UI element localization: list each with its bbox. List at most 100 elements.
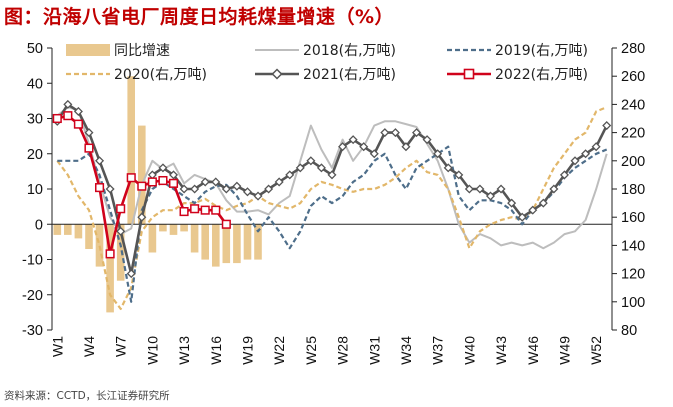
series-point (179, 184, 189, 194)
right-tick-label: 280 (621, 41, 645, 57)
series-point (306, 156, 316, 166)
bar-18-9 (148, 224, 157, 253)
left-tick-label: 20 (27, 147, 43, 163)
series-point (485, 191, 496, 201)
legend-item: 2022(右,万吨) (447, 67, 588, 83)
legend-marker (463, 68, 475, 80)
series-point (168, 170, 179, 180)
legend-item: 2020(右,万吨) (66, 67, 207, 83)
series-point (211, 177, 221, 187)
right-tick-label: 120 (621, 267, 645, 283)
source-note: 资料来源：CCTD，长江证券研究所 (4, 390, 170, 402)
x-tick-label: W1 (49, 336, 65, 357)
bar-18-15 (212, 224, 220, 267)
left-tick-label: -30 (22, 323, 43, 339)
right-tick-label: 80 (621, 323, 637, 339)
bar-18-6 (116, 224, 125, 281)
bar-18-7 (127, 76, 135, 225)
legend-item: 2019(右,万吨) (447, 43, 588, 59)
x-tick-label: W37 (430, 336, 446, 365)
series-point (464, 184, 474, 194)
series-point (116, 226, 126, 236)
series-point (264, 184, 274, 194)
right-tick-label: 100 (621, 295, 645, 311)
series-point (95, 156, 105, 166)
left-tick-label: -20 (22, 288, 43, 304)
x-tick-label: W52 (588, 336, 604, 365)
series-point (137, 212, 147, 222)
right-tick-label: 260 (621, 69, 645, 85)
bar-18-14 (201, 224, 209, 260)
legend-label: 2019(右,万吨) (495, 43, 588, 59)
legend-marker (271, 68, 283, 80)
x-tick-label: W10 (144, 336, 160, 365)
right-tick-label: 140 (621, 238, 645, 254)
legend-label: 2021(右,万吨) (303, 67, 396, 83)
bar-18-0 (53, 224, 62, 235)
legend-item: 同比增速 (66, 43, 170, 59)
lines-layer (52, 99, 612, 310)
legend-item: 2018(右,万吨) (255, 43, 396, 59)
series-point (63, 111, 73, 121)
x-tick-label: W25 (303, 336, 319, 365)
bar-18-11 (169, 224, 178, 235)
series-point (295, 163, 305, 173)
left-tick-label: 30 (27, 112, 43, 128)
series-line (57, 145, 608, 303)
bar-18-12 (180, 224, 188, 232)
x-tick-label: W34 (398, 336, 414, 365)
series-point (338, 142, 348, 152)
x-tick-label: W28 (335, 336, 351, 365)
bar-18-8 (138, 125, 146, 225)
series-point (538, 198, 548, 208)
series-point (73, 119, 83, 129)
bar-18-2 (74, 224, 83, 239)
series-point (253, 191, 263, 201)
bar-18-10 (159, 224, 167, 232)
series-point (221, 184, 231, 194)
series-point (549, 184, 559, 194)
series-point (316, 163, 326, 173)
series-point (348, 135, 358, 145)
legend-item: 2021(右,万吨) (255, 67, 396, 83)
series-point (158, 163, 168, 173)
series-line (56, 106, 608, 250)
series-point (454, 170, 464, 180)
legend-label: 2022(右,万吨) (495, 67, 588, 83)
legend-label: 同比增速 (114, 43, 170, 59)
series-point (475, 184, 485, 194)
series-point (327, 170, 337, 180)
right-tick-label: 220 (621, 126, 645, 142)
series-point (84, 128, 94, 138)
series-point (190, 204, 200, 214)
series-point (179, 207, 189, 217)
series-point (63, 99, 73, 109)
series-point (602, 121, 612, 131)
bar-18-1 (64, 224, 72, 235)
bars-layer (53, 76, 262, 313)
series-point (105, 184, 115, 194)
right-tick-label: 240 (621, 97, 645, 113)
series-point (591, 142, 601, 152)
series-point (433, 149, 443, 159)
series-point (380, 128, 390, 138)
series-point (443, 163, 453, 173)
left-tick-label: 0 (35, 217, 43, 233)
legend-label: 2020(右,万吨) (114, 67, 207, 83)
x-tick-label: W46 (525, 336, 541, 365)
series-point (158, 175, 168, 186)
series-point (517, 212, 527, 222)
bar-18-19 (254, 224, 262, 260)
legend-swatch (66, 44, 110, 56)
series-point (528, 205, 538, 215)
x-tick-label: W7 (113, 336, 129, 357)
series-point (401, 142, 411, 152)
series-point (126, 269, 136, 279)
x-tick-label: W22 (271, 336, 287, 365)
bar-18-13 (190, 224, 199, 253)
right-tick-label: 160 (621, 210, 645, 226)
x-tick-label: W43 (493, 336, 509, 365)
x-tick-label: W4 (81, 336, 97, 357)
